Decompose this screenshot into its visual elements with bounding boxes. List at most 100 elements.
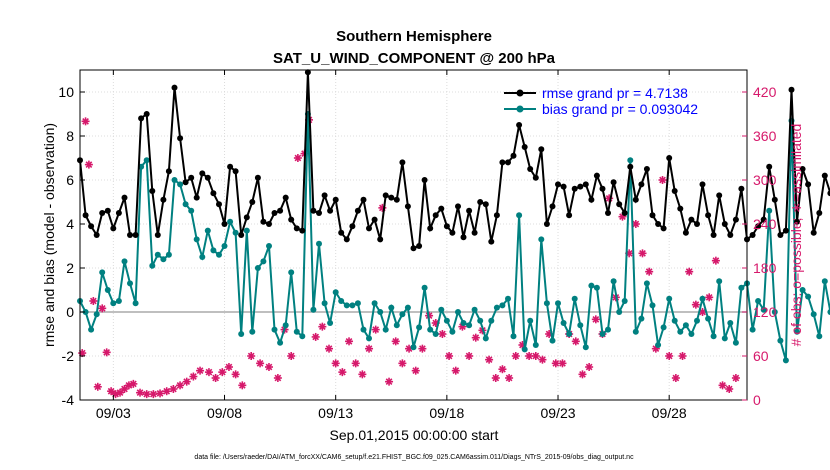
rmse-point: [749, 232, 756, 238]
obs-assimilated-point: [491, 374, 500, 382]
y-tick-label: 6: [66, 172, 74, 188]
rmse-point: [82, 212, 89, 219]
bias-point: [760, 306, 767, 313]
rmse-point: [421, 177, 428, 183]
rmse-point: [716, 192, 723, 199]
obs-assimilated-point: [711, 256, 720, 265]
rmse-point: [827, 190, 830, 197]
rmse-point: [249, 199, 256, 205]
rmse-point: [510, 152, 517, 159]
bias-point: [238, 331, 245, 337]
bias-point: [443, 317, 450, 324]
rmse-point: [643, 166, 650, 172]
bias-point: [171, 177, 178, 183]
bias-point: [699, 295, 706, 302]
bias-point: [449, 328, 456, 335]
obs-assimilated-point: [218, 368, 227, 377]
bias-point: [810, 311, 817, 318]
title-block: Southern Hemisphere SAT_U_WIND_COMPONENT…: [273, 28, 556, 67]
y-tick-label: 8: [66, 128, 74, 144]
bias-point: [749, 326, 756, 333]
y-tick-label: 2: [66, 260, 74, 276]
rmse-point: [160, 196, 167, 203]
rmse-point: [371, 216, 378, 223]
rmse-point: [538, 146, 545, 153]
y-axis-right: 0 60 120 180 240 300 360 420: [742, 84, 777, 408]
obs-assimilated-point: [471, 333, 480, 342]
rmse-point: [304, 69, 311, 76]
rmse-point: [104, 207, 111, 214]
x-tick-label: 09/18: [429, 405, 464, 421]
y2-tick-label: 120: [753, 304, 777, 320]
bias-point: [627, 157, 634, 164]
rmse-point: [521, 144, 528, 150]
rmse-series: [77, 69, 830, 252]
obs-assimilated-point: [505, 374, 514, 382]
rmse-point: [516, 122, 523, 128]
rmse-point: [193, 194, 200, 201]
bias-point: [204, 227, 211, 234]
rmse-point: [527, 166, 534, 172]
obs-assimilated-point: [718, 381, 727, 390]
rmse-point: [455, 203, 461, 210]
rmse-point: [555, 181, 561, 188]
rmse-point: [660, 225, 667, 232]
bias-point: [199, 254, 206, 260]
obs-assimilated-point: [585, 363, 594, 371]
bias-point: [516, 212, 523, 219]
obs-assimilated-point: [293, 154, 302, 162]
bias-point: [777, 337, 784, 344]
obs-assimilated-point: [98, 304, 107, 313]
rmse-point: [760, 216, 767, 223]
bias-point: [432, 331, 439, 337]
bias-point: [493, 304, 500, 311]
bias-point: [671, 317, 678, 324]
bias-point: [499, 302, 506, 309]
bias-point: [260, 258, 267, 265]
bias-point: [382, 326, 389, 333]
y2-tick-label: 240: [753, 216, 777, 232]
rmse-point: [177, 135, 184, 142]
bias-point: [149, 262, 156, 269]
rmse-point: [732, 216, 739, 223]
bias-point: [360, 326, 367, 333]
rmse-point: [138, 115, 145, 122]
rmse-point: [543, 221, 550, 227]
obs-assimilated-point: [731, 374, 740, 382]
bias-point: [593, 284, 600, 291]
rmse-point: [410, 245, 417, 252]
rmse-point: [755, 223, 762, 230]
bias-point: [393, 322, 400, 329]
x-tick-label: 09/28: [652, 405, 687, 421]
bias-point: [410, 344, 417, 351]
rmse-point: [599, 185, 606, 192]
bias-point: [599, 331, 606, 337]
obs-assimilated-point: [411, 366, 420, 375]
rmse-point: [321, 192, 328, 199]
rmse-point: [327, 207, 334, 214]
plot-area: [80, 70, 747, 400]
rmse-point: [810, 229, 817, 236]
bias-point: [327, 320, 334, 326]
obs-assimilated-point: [273, 374, 282, 382]
obs-assimilated-point: [182, 377, 191, 386]
rmse-point: [427, 225, 434, 232]
rmse-point: [443, 223, 450, 230]
rmse-point: [171, 84, 178, 91]
bias-point: [115, 298, 122, 304]
rmse-point: [143, 111, 150, 117]
rmse-point: [499, 159, 506, 166]
bias-point: [732, 339, 739, 346]
rmse-point: [438, 205, 445, 212]
rmse-point: [721, 221, 728, 227]
bias-point: [288, 269, 295, 276]
bias-point: [527, 317, 534, 324]
rmse-point: [493, 212, 500, 219]
bias-point: [566, 331, 573, 337]
rmse-point: [671, 188, 678, 194]
obs-assimilated-point: [385, 377, 394, 386]
bias-series: [77, 111, 830, 364]
rmse-point: [110, 225, 117, 232]
obs-assimilated-point: [438, 330, 447, 338]
bias-point: [93, 311, 100, 318]
